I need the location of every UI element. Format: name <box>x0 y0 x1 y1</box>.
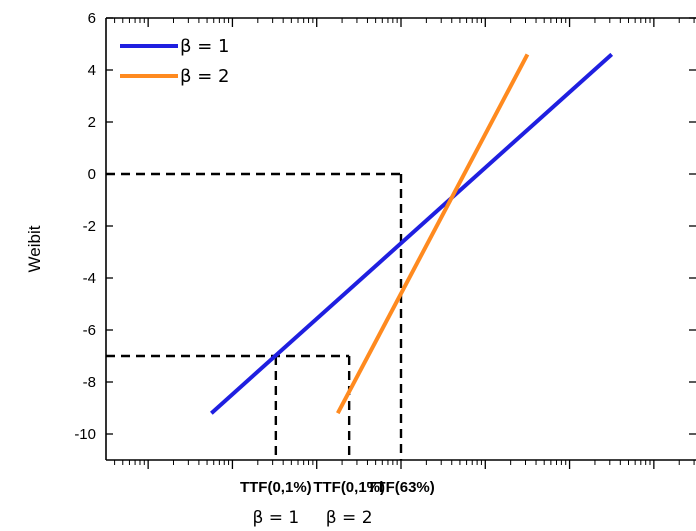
y-axis-label: Weibit <box>25 225 44 272</box>
y-tick-label: 2 <box>88 114 96 131</box>
series-line <box>336 53 530 415</box>
legend-label: β = 1 <box>180 36 229 57</box>
y-tick-label: -2 <box>83 218 96 235</box>
y-tick-label: 6 <box>88 10 96 27</box>
x-annotation-sublabel: β = 1 <box>252 508 299 528</box>
y-tick-label: -4 <box>83 270 96 287</box>
y-tick-label: 4 <box>88 62 96 79</box>
legend-label: β = 2 <box>180 66 229 87</box>
series-line <box>210 52 614 415</box>
y-tick-label: 0 <box>88 166 96 183</box>
x-annotation-label: TTF(0,1%) <box>313 479 385 496</box>
x-annotation-label: TTF(0,1%) <box>240 479 312 496</box>
y-tick-label: -10 <box>74 426 96 443</box>
x-annotation-label: TTF(63%) <box>367 479 435 496</box>
y-tick-label: -8 <box>83 374 96 391</box>
y-tick-label: -6 <box>83 322 96 339</box>
x-annotation-sublabel: β = 2 <box>326 508 373 528</box>
